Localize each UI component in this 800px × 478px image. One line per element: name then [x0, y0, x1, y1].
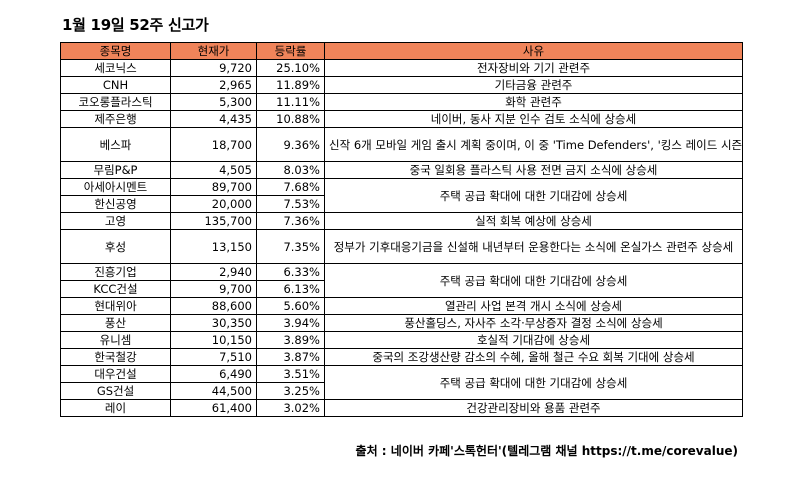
table-row: 현대위아 88,600 5.60% 열관리 사업 본격 개시 소식에 상승세 — [60, 297, 743, 315]
stock-reason: 주택 공급 확대에 대한 기대감에 상승세 — [324, 365, 743, 400]
stock-name: 고영 — [60, 212, 171, 230]
header-reason: 사유 — [324, 42, 743, 60]
stock-reason: 중국의 조강생산량 감소의 수혜, 올해 철근 수요 회복 기대에 상승세 — [324, 348, 743, 366]
table-row: 고영 135,700 7.36% 실적 회복 예상에 상승세 — [60, 212, 743, 230]
stock-price: 61,400 — [170, 399, 257, 417]
stock-name: 후성 — [60, 229, 171, 264]
stock-price: 10,150 — [170, 331, 257, 349]
stock-reason: 기타금융 관련주 — [324, 76, 743, 94]
stock-name: 풍산 — [60, 314, 171, 332]
stock-price: 2,965 — [170, 76, 257, 94]
stock-price: 9,700 — [170, 280, 257, 298]
stock-price: 13,150 — [170, 229, 257, 264]
stock-rate: 8.03% — [256, 161, 325, 179]
stock-price: 6,490 — [170, 365, 257, 383]
stock-price: 2,940 — [170, 263, 257, 281]
table-row: 유니셈 10,150 3.89% 호실적 기대감에 상승세 — [60, 331, 743, 349]
stock-price: 18,700 — [170, 127, 257, 162]
stock-reason: 정부가 기후대응기금을 신설해 내년부터 운용한다는 소식에 온실가스 관련주 … — [324, 229, 743, 264]
stock-name: KCC건설 — [60, 280, 171, 298]
stock-name: 유니셈 — [60, 331, 171, 349]
stock-table: 종목명 현재가 등락률 사유 세코닉스 9,720 25.10% 전자장비와 기… — [60, 42, 743, 417]
table-header-row: 종목명 현재가 등락률 사유 — [60, 42, 743, 60]
table-row: 후성 13,150 7.35% 정부가 기후대응기금을 신설해 내년부터 운용한… — [60, 229, 743, 264]
stock-price: 4,435 — [170, 110, 257, 128]
stock-name: CNH — [60, 76, 171, 94]
stock-rate: 7.35% — [256, 229, 325, 264]
stock-name: 제주은행 — [60, 110, 171, 128]
table-row: CNH 2,965 11.89% 기타금융 관련주 — [60, 76, 743, 94]
stock-price: 89,700 — [170, 178, 257, 196]
stock-rate: 9.36% — [256, 127, 325, 162]
header-name: 종목명 — [60, 42, 171, 60]
table-row: 풍산 30,350 3.94% 풍산홀딩스, 자사주 소각·무상증자 결정 소식… — [60, 314, 743, 332]
stock-name: 현대위아 — [60, 297, 171, 315]
stock-reason: 실적 회복 예상에 상승세 — [324, 212, 743, 230]
stock-rate: 11.89% — [256, 76, 325, 94]
stock-reason: 건강관리장비와 용품 관련주 — [324, 399, 743, 417]
stock-name: 대우건설 — [60, 365, 171, 383]
stock-rate: 3.25% — [256, 382, 325, 400]
stock-reason: 네이버, 동사 지분 인수 검토 소식에 상승세 — [324, 110, 743, 128]
stock-rate: 3.02% — [256, 399, 325, 417]
stock-name: 세코닉스 — [60, 59, 171, 77]
stock-reason: 호실적 기대감에 상승세 — [324, 331, 743, 349]
stock-rate: 10.88% — [256, 110, 325, 128]
stock-reason: 열관리 사업 본격 개시 소식에 상승세 — [324, 297, 743, 315]
table-row: 베스파 18,700 9.36% 신작 6개 모바일 게임 출시 계획 중이며,… — [60, 127, 743, 162]
page-title: 1월 19일 52주 신고가 — [62, 16, 209, 34]
stock-price: 5,300 — [170, 93, 257, 111]
stock-rate: 5.60% — [256, 297, 325, 315]
table-row: 아세아시멘트 89,700 7.68% 주택 공급 확대에 대한 기대감에 상승… — [60, 178, 743, 213]
stock-reason: 중국 일회용 플라스틱 사용 전면 금지 소식에 상승세 — [324, 161, 743, 179]
stock-price: 135,700 — [170, 212, 257, 230]
table-row: 한국철강 7,510 3.87% 중국의 조강생산량 감소의 수혜, 올해 철근… — [60, 348, 743, 366]
stock-rate: 7.53% — [256, 195, 325, 213]
stock-price: 30,350 — [170, 314, 257, 332]
stock-reason: 화학 관련주 — [324, 93, 743, 111]
stock-reason: 풍산홀딩스, 자사주 소각·무상증자 결정 소식에 상승세 — [324, 314, 743, 332]
stock-rate: 7.36% — [256, 212, 325, 230]
source-caption: 출처 : 네이버 카페'스톡헌터'(텔레그램 채널 https://t.me/c… — [355, 444, 738, 458]
stock-name: 코오롱플라스틱 — [60, 93, 171, 111]
stock-price: 4,505 — [170, 161, 257, 179]
table-row: 진흥기업 2,940 6.33% 주택 공급 확대에 대한 기대감에 상승세 — [60, 263, 743, 298]
stock-price: 7,510 — [170, 348, 257, 366]
stock-name: 한국철강 — [60, 348, 171, 366]
stock-name: GS건설 — [60, 382, 171, 400]
table-row: 대우건설 6,490 3.51% 주택 공급 확대에 대한 기대감에 상승세 — [60, 365, 743, 400]
stock-rate: 7.68% — [256, 178, 325, 196]
stock-name: 아세아시멘트 — [60, 178, 171, 196]
stock-reason: 주택 공급 확대에 대한 기대감에 상승세 — [324, 263, 743, 298]
stock-price: 44,500 — [170, 382, 257, 400]
stock-name: 진흥기업 — [60, 263, 171, 281]
stock-name: 한신공영 — [60, 195, 171, 213]
stock-name: 베스파 — [60, 127, 171, 162]
stock-reason: 신작 6개 모바일 게임 출시 계획 중이며, 이 중 'Time Defend… — [324, 127, 743, 162]
stock-reason: 주택 공급 확대에 대한 기대감에 상승세 — [324, 178, 743, 213]
stock-rate: 3.89% — [256, 331, 325, 349]
stock-rate: 25.10% — [256, 59, 325, 77]
stock-price: 9,720 — [170, 59, 257, 77]
table-row: 레이 61,400 3.02% 건강관리장비와 용품 관련주 — [60, 399, 743, 417]
table-row: 세코닉스 9,720 25.10% 전자장비와 기기 관련주 — [60, 59, 743, 77]
stock-rate: 11.11% — [256, 93, 325, 111]
stock-rate: 3.94% — [256, 314, 325, 332]
table-row: KCC건설 9,700 6.13% — [60, 280, 743, 298]
table-row: 코오롱플라스틱 5,300 11.11% 화학 관련주 — [60, 93, 743, 111]
stock-rate: 3.51% — [256, 365, 325, 383]
stock-name: 무림P&P — [60, 161, 171, 179]
stock-reason: 전자장비와 기기 관련주 — [324, 59, 743, 77]
stock-name: 레이 — [60, 399, 171, 417]
stock-price: 88,600 — [170, 297, 257, 315]
stock-rate: 6.33% — [256, 263, 325, 281]
stock-rate: 6.13% — [256, 280, 325, 298]
table-row: 제주은행 4,435 10.88% 네이버, 동사 지분 인수 검토 소식에 상… — [60, 110, 743, 128]
table-row: 무림P&P 4,505 8.03% 중국 일회용 플라스틱 사용 전면 금지 소… — [60, 161, 743, 179]
header-rate: 등락률 — [256, 42, 325, 60]
stock-price: 20,000 — [170, 195, 257, 213]
stock-rate: 3.87% — [256, 348, 325, 366]
header-price: 현재가 — [170, 42, 257, 60]
